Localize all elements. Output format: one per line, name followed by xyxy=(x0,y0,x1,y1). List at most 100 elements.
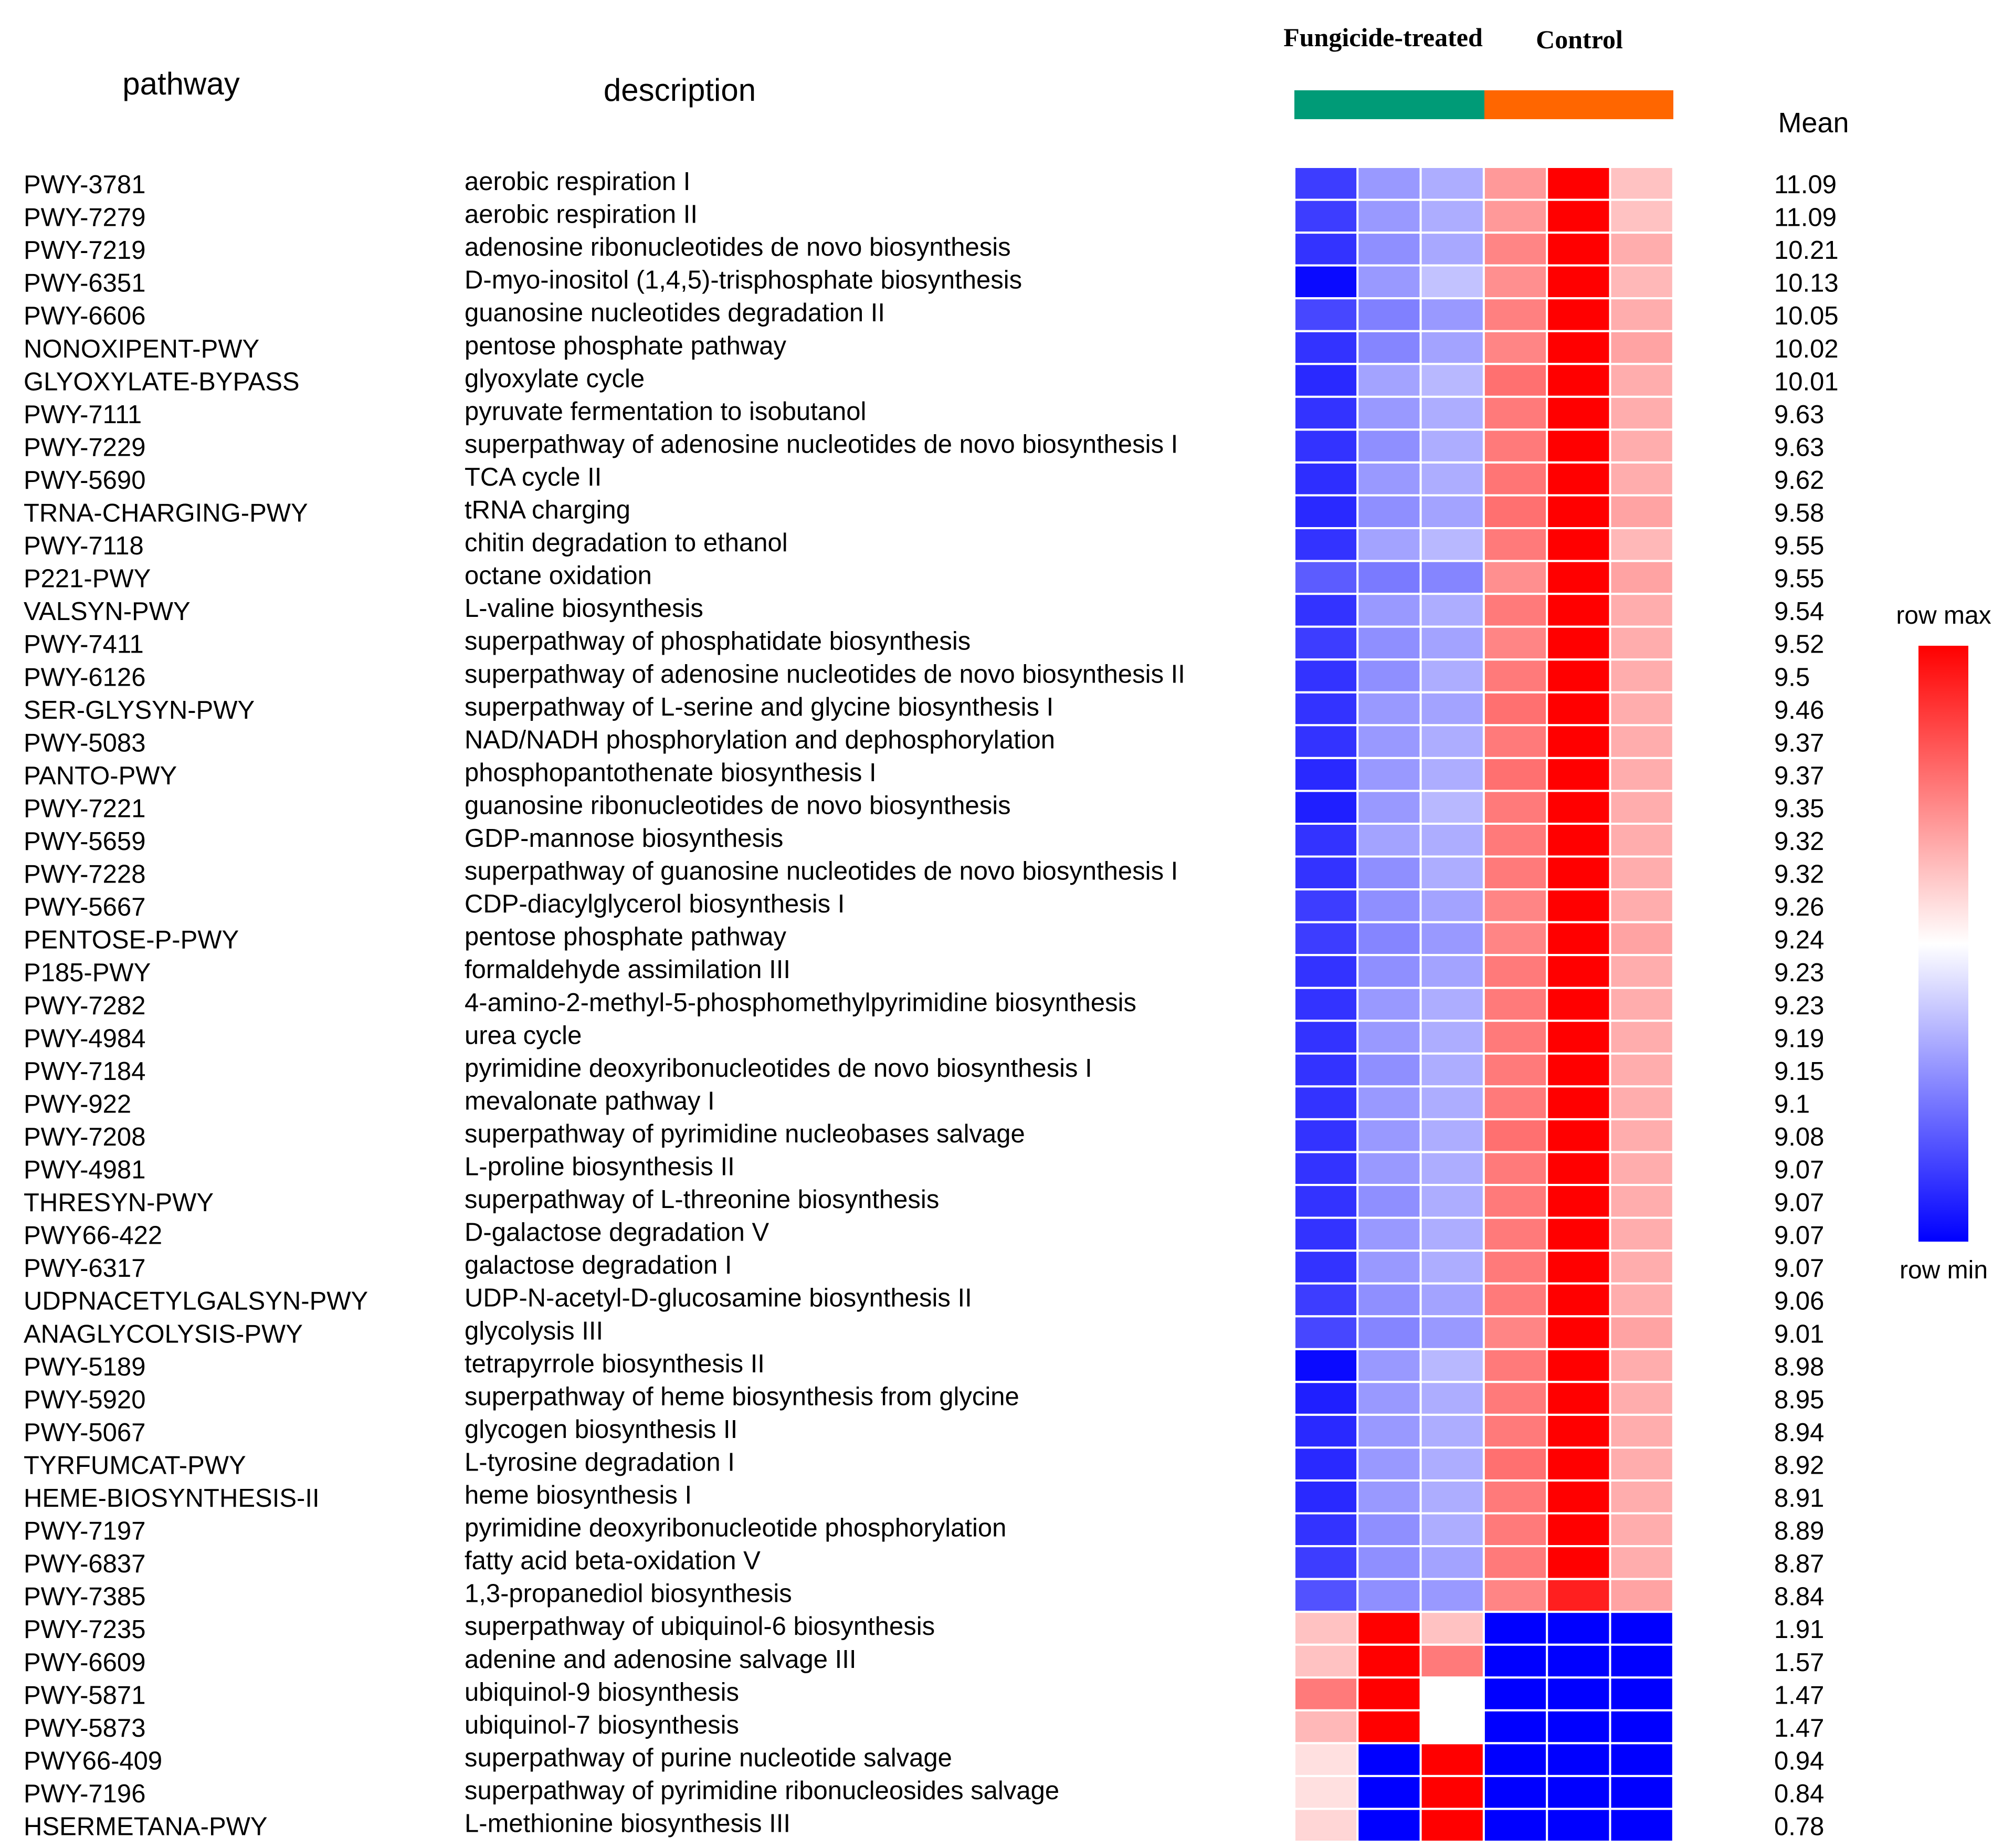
heatmap-cell xyxy=(1356,1381,1422,1416)
heatmap-cell xyxy=(1609,1216,1674,1252)
heatmap-cell xyxy=(1293,790,1359,825)
description-label: pyrimidine deoxyribonucleotide phosphory… xyxy=(465,1514,1006,1542)
mean-value: 9.35 xyxy=(1774,794,1824,823)
heatmap-cell xyxy=(1482,1446,1548,1482)
mean-value: 9.55 xyxy=(1774,565,1824,593)
heatmap-cell xyxy=(1293,232,1359,267)
heatmap-cell xyxy=(1419,625,1485,661)
heatmap-cell xyxy=(1356,297,1422,332)
heatmap-cell xyxy=(1546,757,1611,792)
heatmap-cell xyxy=(1609,1315,1674,1350)
description-label: NAD/NADH phosphorylation and dephosphory… xyxy=(465,726,1055,754)
description-label: aerobic respiration I xyxy=(465,167,690,196)
description-label: 1,3-propanediol biosynthesis xyxy=(465,1580,792,1608)
description-label: superpathway of pyrimidine nucleobases s… xyxy=(465,1120,1025,1148)
description-column-header: description xyxy=(604,72,756,108)
heatmap-cell xyxy=(1293,461,1359,497)
mean-value: 1.91 xyxy=(1774,1615,1824,1644)
heatmap-cell xyxy=(1546,1413,1611,1449)
heatmap-cell xyxy=(1609,855,1674,890)
heatmap-cell xyxy=(1419,1676,1485,1712)
heatmap-cell xyxy=(1546,232,1611,267)
description-label: superpathway of guanosine nucleotides de… xyxy=(465,857,1178,886)
pathway-label: PWY-7184 xyxy=(24,1057,145,1086)
heatmap-cell xyxy=(1609,1742,1674,1777)
heatmap-cell xyxy=(1546,1578,1611,1613)
description-label: superpathway of heme biosynthesis from g… xyxy=(465,1382,1019,1411)
heatmap-cell xyxy=(1609,1381,1674,1416)
heatmap-cell xyxy=(1356,1020,1422,1055)
heatmap-cell xyxy=(1546,1479,1611,1515)
heatmap-cell xyxy=(1419,1315,1485,1350)
mean-column-header: Mean xyxy=(1778,107,1849,139)
description-label: phosphopantothenate biosynthesis I xyxy=(465,759,877,787)
heatmap-cell xyxy=(1609,1250,1674,1285)
mean-value: 9.15 xyxy=(1774,1057,1824,1086)
heatmap-cell xyxy=(1609,1512,1674,1547)
heatmap-cell xyxy=(1482,1151,1548,1186)
heatmap-cell xyxy=(1546,1184,1611,1219)
description-label: tetrapyrrole biosynthesis II xyxy=(465,1350,765,1378)
mean-value: 9.55 xyxy=(1774,532,1824,560)
description-label: guanosine nucleotides degradation II xyxy=(465,299,885,327)
mean-value: 9.37 xyxy=(1774,762,1824,790)
heatmap-cell xyxy=(1546,986,1611,1022)
heatmap-cell xyxy=(1609,1709,1674,1745)
group-label-control: Control xyxy=(1536,25,1623,54)
heatmap-cell xyxy=(1609,1118,1674,1153)
heatmap-cell xyxy=(1609,560,1674,595)
heatmap-cell xyxy=(1293,264,1359,300)
description-label: superpathway of adenosine nucleotides de… xyxy=(465,430,1178,458)
heatmap-cell xyxy=(1356,363,1422,398)
legend-min-label: row min xyxy=(1900,1256,1988,1284)
pathway-label: PWY-7221 xyxy=(24,794,145,823)
heatmap-cell xyxy=(1609,1282,1674,1318)
heatmap-cell xyxy=(1419,790,1485,825)
pathway-label: PWY-6837 xyxy=(24,1550,145,1578)
heatmap-cell xyxy=(1482,1709,1548,1745)
heatmap-cell xyxy=(1356,1545,1422,1580)
mean-value: 9.63 xyxy=(1774,401,1824,429)
description-label: fatty acid beta-oxidation V xyxy=(465,1547,761,1575)
heatmap-cell xyxy=(1293,823,1359,858)
pathway-label: PWY-7219 xyxy=(24,236,145,265)
heatmap-cell xyxy=(1609,330,1674,365)
pathway-label: PANTO-PWY xyxy=(24,762,177,790)
mean-value: 8.87 xyxy=(1774,1550,1824,1578)
mean-value: 8.84 xyxy=(1774,1583,1824,1611)
mean-value: 1.47 xyxy=(1774,1681,1824,1709)
pathway-label: PWY66-409 xyxy=(24,1747,162,1775)
heatmap-cell xyxy=(1293,1446,1359,1482)
mean-value: 9.24 xyxy=(1774,926,1824,954)
pathway-label: PWY-5873 xyxy=(24,1714,145,1742)
heatmap-cell xyxy=(1609,1020,1674,1055)
heatmap-cell xyxy=(1419,921,1485,957)
group-bar-fungicide xyxy=(1294,90,1484,119)
heatmap-cell xyxy=(1293,1479,1359,1515)
description-label: 4-amino-2-methyl-5-phosphomethylpyrimidi… xyxy=(465,989,1136,1017)
mean-value: 9.46 xyxy=(1774,696,1824,724)
heatmap-cell xyxy=(1482,1578,1548,1613)
heatmap-cell xyxy=(1609,1085,1674,1120)
heatmap-cell xyxy=(1293,1512,1359,1547)
heatmap-cell xyxy=(1482,1052,1548,1088)
heatmap-cell xyxy=(1293,1118,1359,1153)
mean-value: 9.08 xyxy=(1774,1123,1824,1151)
heatmap-cell xyxy=(1482,461,1548,497)
heatmap-cell xyxy=(1293,1611,1359,1646)
pathway-label: PWY-7411 xyxy=(24,631,144,659)
heatmap-cell xyxy=(1356,1413,1422,1449)
heatmap-cell xyxy=(1546,1381,1611,1416)
mean-value: 11.09 xyxy=(1774,171,1837,199)
heatmap-cell xyxy=(1356,724,1422,759)
heatmap-cell xyxy=(1482,1118,1548,1153)
mean-value: 9.01 xyxy=(1774,1320,1824,1348)
heatmap-cell xyxy=(1419,330,1485,365)
heatmap-cell xyxy=(1482,1742,1548,1777)
heatmap-cell xyxy=(1356,1315,1422,1350)
heatmap-cell xyxy=(1546,1315,1611,1350)
pathway-label: SER-GLYSYN-PWY xyxy=(24,696,255,724)
group-bar-control xyxy=(1484,90,1673,119)
pathway-label: PWY-7208 xyxy=(24,1123,145,1151)
